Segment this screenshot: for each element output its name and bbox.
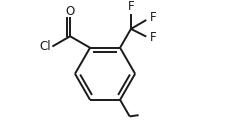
Text: O: O: [65, 5, 74, 18]
Text: F: F: [127, 0, 134, 13]
Text: F: F: [149, 11, 156, 24]
Text: F: F: [149, 31, 156, 44]
Text: Cl: Cl: [39, 40, 51, 53]
